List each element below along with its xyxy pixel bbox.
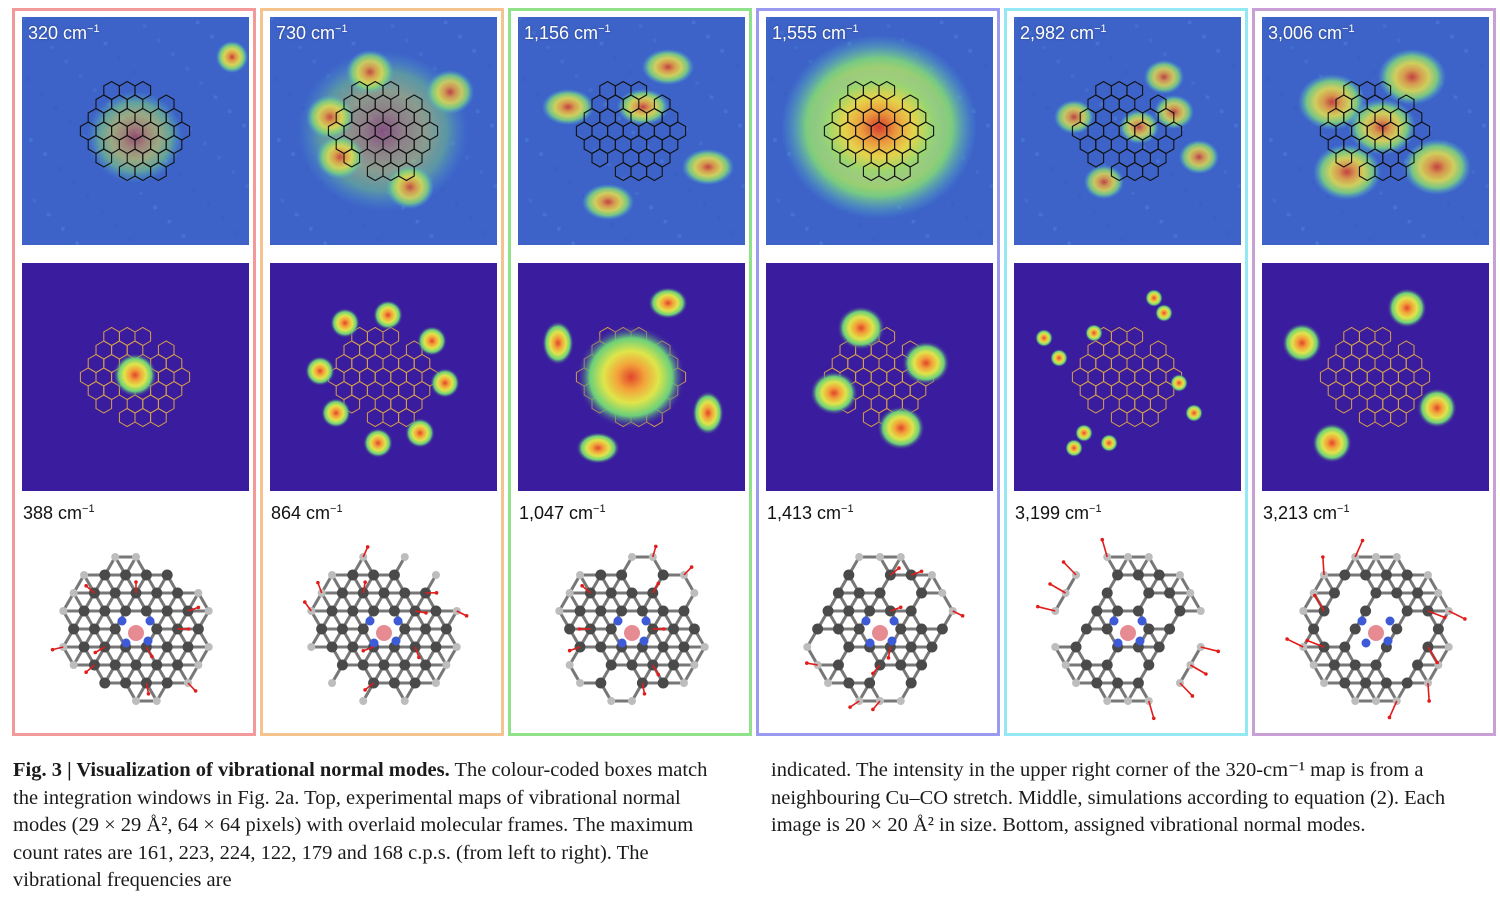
figure-column-4: 1,555 cm−1 1,413 cm−1 xyxy=(756,8,1000,736)
figure-column-5: 2,982 cm−1 3,199 cm−1 xyxy=(1004,8,1248,736)
experimental-frequency-label: 320 cm−1 xyxy=(28,23,100,43)
experimental-frequency-label: 730 cm−1 xyxy=(276,23,348,43)
figure-column-1: 320 cm−1 388 cm−1 xyxy=(12,8,256,736)
simulated-map xyxy=(22,263,249,491)
normal-mode-frequency-label: 3,213 cm−1 xyxy=(1263,503,1350,523)
normal-mode-frequency-label: 388 cm−1 xyxy=(23,503,95,523)
normal-mode-molecule xyxy=(1265,531,1487,731)
experimental-map: 3,006 cm−1 xyxy=(1262,17,1489,245)
experimental-map: 2,982 cm−1 xyxy=(1014,17,1241,245)
simulated-map xyxy=(766,263,993,491)
normal-mode-molecule xyxy=(273,531,495,731)
normal-mode-molecule xyxy=(1017,531,1239,731)
simulated-map xyxy=(1014,263,1241,491)
normal-mode-frequency-label: 3,199 cm−1 xyxy=(1015,503,1102,523)
normal-mode-frequency-label: 1,047 cm−1 xyxy=(519,503,606,523)
normal-mode-frequency-label: 864 cm−1 xyxy=(271,503,343,523)
figure-column-6: 3,006 cm−1 3,213 cm−1 xyxy=(1252,8,1496,736)
experimental-frequency-label: 1,156 cm−1 xyxy=(524,23,611,43)
experimental-frequency-label: 1,555 cm−1 xyxy=(772,23,859,43)
figure-caption-text: The colour-coded boxes match the integra… xyxy=(13,759,708,891)
figure-caption-right: indicated. The intensity in the upper ri… xyxy=(771,759,1446,836)
figure-caption-title: Fig. 3 | Visualization of vibrational no… xyxy=(13,759,450,781)
figure-column-3: 1,156 cm−1 1,047 cm−1 xyxy=(508,8,752,736)
experimental-frequency-label: 2,982 cm−1 xyxy=(1020,23,1107,43)
normal-mode-molecule xyxy=(769,531,991,731)
figure-caption-left: Fig. 3 | Visualization of vibrational no… xyxy=(13,757,723,895)
experimental-map: 730 cm−1 xyxy=(270,17,497,245)
experimental-map: 320 cm−1 xyxy=(22,17,249,245)
experimental-frequency-label: 3,006 cm−1 xyxy=(1268,23,1355,43)
experimental-map: 1,555 cm−1 xyxy=(766,17,993,245)
normal-mode-frequency-label: 1,413 cm−1 xyxy=(767,503,854,523)
simulated-map xyxy=(1262,263,1489,491)
experimental-map: 1,156 cm−1 xyxy=(518,17,745,245)
figure-column-2: 730 cm−1 864 cm−1 xyxy=(260,8,504,736)
normal-mode-molecule xyxy=(521,531,743,731)
simulated-map xyxy=(270,263,497,491)
normal-mode-molecule xyxy=(25,531,247,731)
simulated-map xyxy=(518,263,745,491)
